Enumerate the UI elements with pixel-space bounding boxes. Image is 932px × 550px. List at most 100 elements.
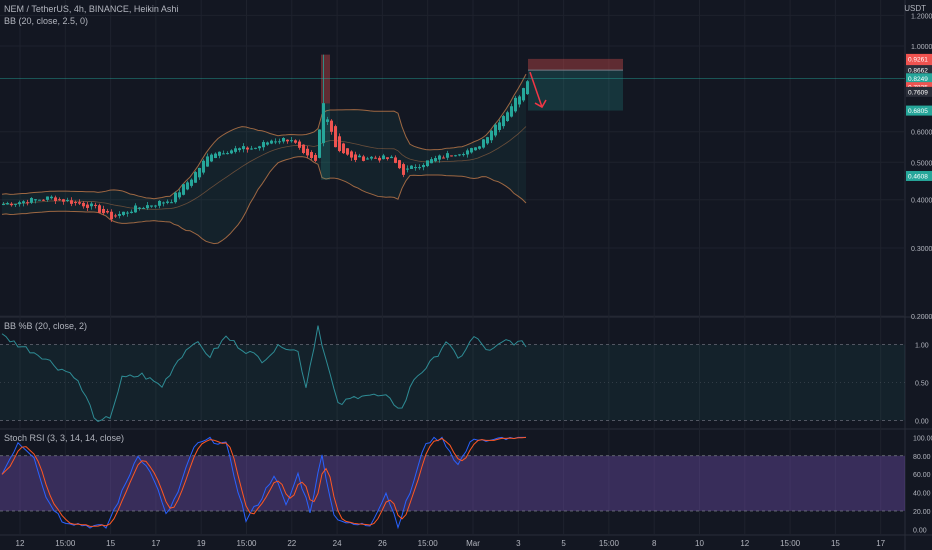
time-tick-label: 8	[652, 539, 657, 548]
bbp-line	[1, 325, 527, 422]
time-tick-label: 12	[16, 539, 25, 548]
candle-body	[30, 198, 33, 203]
candle-body	[466, 150, 469, 155]
candle-body	[286, 139, 289, 142]
candle-body	[134, 205, 137, 213]
candle-body	[386, 157, 389, 159]
bbp-indicator-label[interactable]: BB %B (20, close, 2)	[4, 321, 88, 331]
candle-body	[238, 148, 241, 151]
candle-body	[18, 202, 21, 205]
candle-body	[338, 136, 341, 152]
candle-body	[518, 96, 521, 105]
candle-body	[442, 157, 445, 159]
bollinger-basis	[1, 126, 527, 210]
candle-body	[50, 196, 53, 199]
short-stop-zone	[528, 58, 623, 71]
price-axis[interactable]: 1.2000 1.0000 0.6000 0.5000 0.4000 0.3000 0.20…	[906, 13, 932, 534]
candle-body	[522, 88, 525, 101]
candle-body	[210, 154, 213, 162]
stoch-legend: Stoch RSI (3, 3, 14, 14, close)	[4, 432, 124, 444]
spike-loss-zone	[321, 54, 330, 104]
bollinger-upper	[1, 73, 527, 200]
stoch-indicator-label[interactable]: Stoch RSI (3, 3, 14, 14, close)	[4, 433, 125, 443]
candle-body	[154, 205, 157, 207]
price-badge	[906, 53, 932, 64]
candle-body	[266, 142, 269, 145]
arrow-head-icon	[534, 99, 547, 109]
currency-label: USDT	[904, 4, 926, 13]
time-tick-label: Mar	[466, 539, 480, 548]
candle-body	[90, 203, 93, 207]
candle-body	[326, 119, 329, 122]
candle-body	[42, 199, 45, 201]
price-badge-label: 0.6805	[908, 108, 928, 115]
candle-body	[506, 112, 509, 122]
price-badge-label: 0.8249	[908, 76, 928, 83]
time-tick-label: 15:00	[599, 539, 620, 548]
bbp-tick-label: 0.50	[915, 380, 929, 387]
price-badge-label: 0.4608	[908, 173, 928, 180]
candle-body	[22, 201, 25, 204]
bbp-tick-label: 1.00	[915, 343, 929, 350]
time-tick-label: 15:00	[780, 539, 801, 548]
candle-body	[218, 151, 221, 156]
candle-body	[274, 141, 277, 143]
candle-body	[526, 81, 529, 95]
bb-percent-pane[interactable]	[0, 325, 905, 422]
price-tick-label: 1.0000	[911, 44, 932, 51]
time-tick-label: 5	[561, 539, 566, 548]
candle-body	[418, 167, 421, 169]
stoch-tick-label: 40.00	[913, 491, 931, 498]
price-tick-label: 0.4000	[911, 198, 932, 205]
symbol-title[interactable]: NEM / TetherUS, 4h, BINANCE, Heikin Ashi	[4, 4, 179, 14]
candle-body	[214, 153, 217, 159]
candle-body	[394, 157, 397, 163]
candle-body	[510, 106, 513, 117]
spike-profit-zone	[321, 103, 330, 180]
candle-body	[242, 146, 245, 150]
candle-body	[430, 159, 433, 164]
candle-body	[306, 148, 309, 156]
time-tick-label: 24	[333, 539, 342, 548]
stoch-rsi-pane[interactable]	[0, 436, 905, 530]
bbp-legend: BB %B (20, close, 2)	[4, 320, 87, 332]
candle-body	[378, 157, 381, 161]
price-pane[interactable]	[0, 54, 905, 245]
time-tick-label: 19	[197, 539, 206, 548]
time-axis[interactable]: 12 15:00 15 17 19 15:00 22 24 26 15:00 Mar 3 5 15:00 8…	[16, 539, 886, 548]
bb-indicator-label[interactable]: BB (20, close, 2.5, 0)	[4, 16, 89, 26]
price-badge-label: 0.8662	[908, 68, 928, 75]
candle-body	[226, 153, 229, 155]
candle-body	[498, 122, 501, 130]
candle-body	[174, 192, 177, 203]
candle-body	[118, 214, 121, 216]
candle-body	[254, 147, 257, 149]
candle-body	[102, 208, 105, 214]
candle-body	[390, 156, 393, 159]
candle-body	[70, 200, 73, 204]
candle-body	[246, 147, 249, 150]
candle-body	[2, 204, 5, 206]
price-badge	[906, 86, 932, 97]
candle-body	[94, 204, 97, 206]
candle-body	[342, 143, 345, 154]
candle-body	[410, 165, 413, 170]
candle-body	[106, 211, 109, 213]
candle-body	[78, 202, 81, 204]
candle-body	[298, 141, 301, 148]
candle-body	[170, 202, 173, 204]
candle-body	[86, 204, 89, 208]
candle-body	[190, 179, 193, 186]
price-tick-label: 0.5000	[911, 160, 932, 167]
time-tick-label: 15:00	[236, 539, 257, 548]
candle-body	[294, 140, 297, 143]
stoch-tick-label: 60.00	[913, 472, 931, 479]
candle-body	[62, 199, 65, 202]
price-badge-label: 0.7609	[908, 89, 928, 96]
candle-body	[270, 140, 273, 144]
time-tick-label: 15:00	[418, 539, 439, 548]
candle-body	[490, 130, 493, 141]
price-badge-label: 0.9261	[908, 56, 928, 63]
candle-body	[458, 154, 461, 156]
